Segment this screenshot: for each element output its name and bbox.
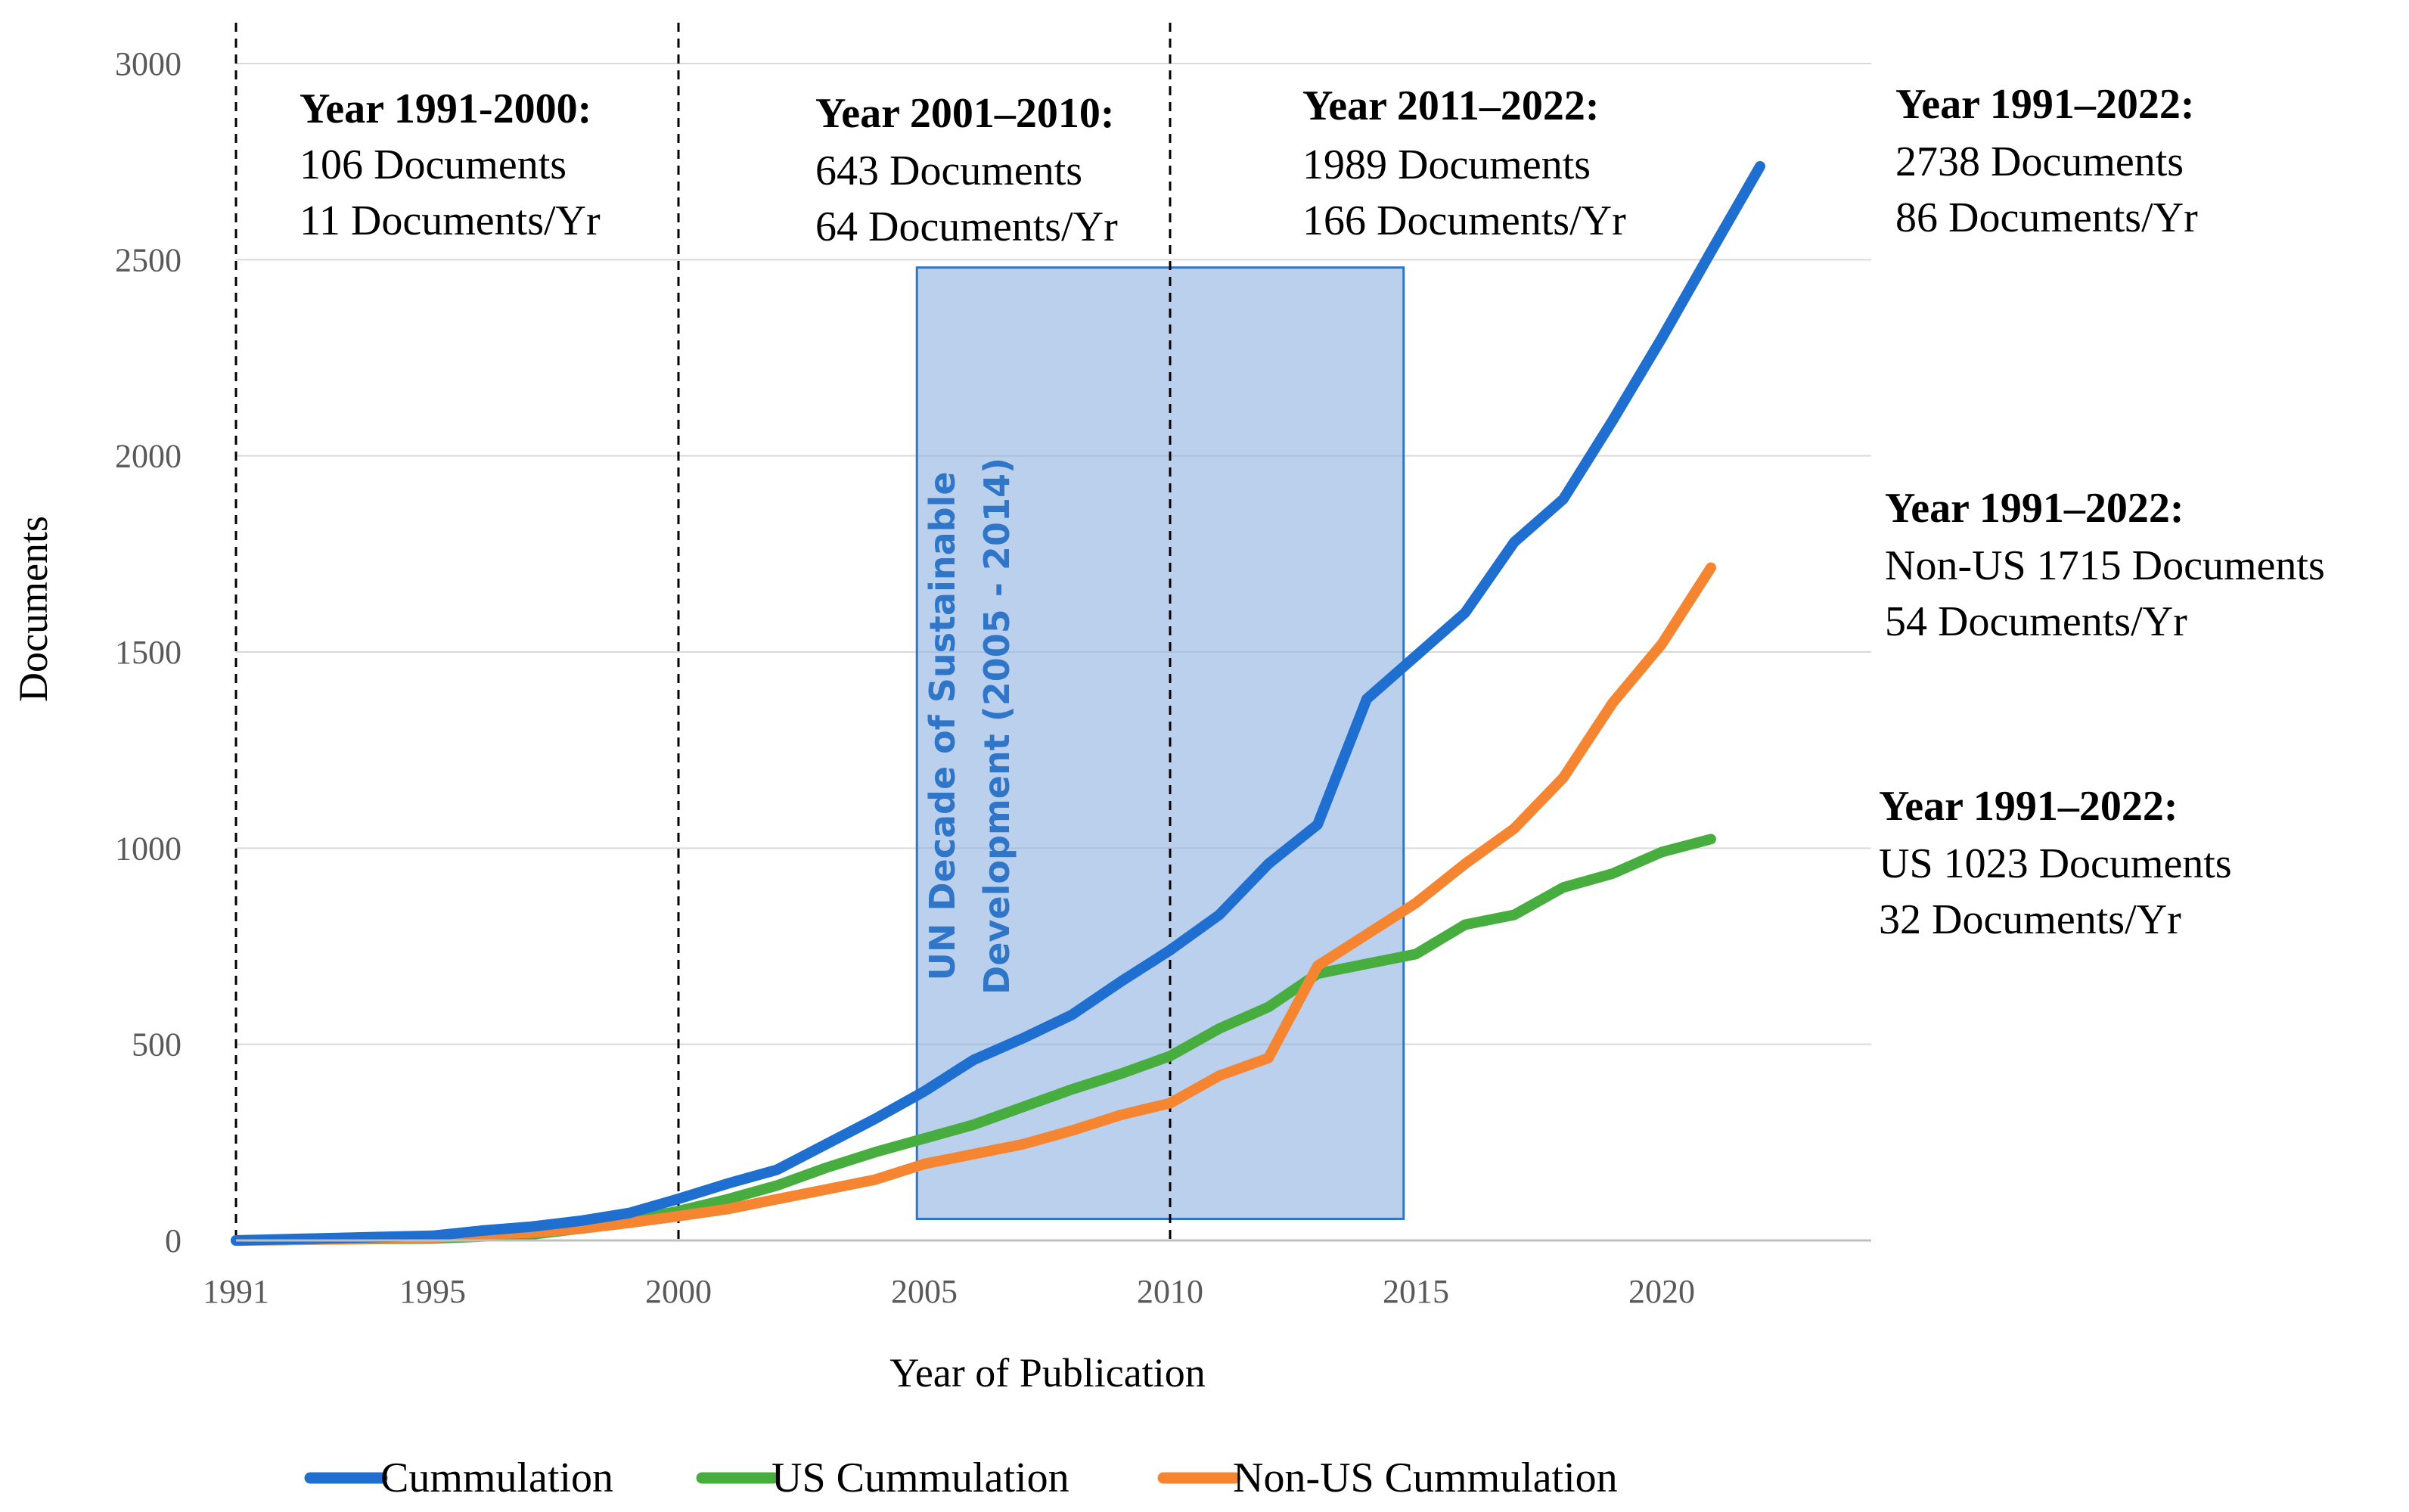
un-decade-label-line2: Development (2005 - 2014) xyxy=(976,458,1017,995)
annotation-1991-2000: Year 1991-2000: 106 Documents 11 Documen… xyxy=(300,85,601,244)
un-decade-label-line1: UN Decade of Sustainable xyxy=(922,471,963,980)
y-tick-label: 3000 xyxy=(115,45,182,82)
annotation-line: 2738 Documents xyxy=(1895,138,2184,185)
y-axis: 0 500 1000 1500 2000 2500 3000 xyxy=(115,45,182,1259)
x-tick-label: 2000 xyxy=(645,1273,712,1310)
legend-label-us-cummulation: US Cummulation xyxy=(771,1455,1069,1501)
series-lines xyxy=(231,160,1765,1246)
legend-label-non-us-cummulation: Non-US Cummulation xyxy=(1233,1455,1618,1501)
y-axis-title: Documents xyxy=(11,516,56,702)
annotation-title: Year 1991-2000: xyxy=(300,85,591,132)
annotation-line: 11 Documents/Yr xyxy=(300,197,601,244)
annotation-line: US 1023 Documents xyxy=(1879,840,2232,887)
x-axis-title: Year of Publication xyxy=(889,1350,1205,1396)
legend-label-cummulation: Cummulation xyxy=(380,1455,613,1501)
annotation-line: 32 Documents/Yr xyxy=(1879,896,2181,943)
legend-item-cummulation: Cummulation xyxy=(304,1455,613,1501)
annotation-line: 643 Documents xyxy=(815,147,1082,194)
annotation-title: Year 1991–2022: xyxy=(1885,485,2184,532)
annotation-2001-2010: Year 2001–2010: 643 Documents 64 Documen… xyxy=(815,90,1118,250)
annotation-line: 106 Documents xyxy=(300,141,567,188)
annotation-2011-2022: Year 2011–2022: 1989 Documents 166 Docum… xyxy=(1302,82,1626,244)
annotation-non-us: Year 1991–2022: Non-US 1715 Documents 54… xyxy=(1885,485,2325,645)
y-tick-label: 0 xyxy=(165,1222,182,1259)
y-tick-label: 2500 xyxy=(115,241,182,278)
annotation-title: Year 1991–2022: xyxy=(1879,783,2178,830)
annotation-us: Year 1991–2022: US 1023 Documents 32 Doc… xyxy=(1879,783,2232,943)
annotation-line: 64 Documents/Yr xyxy=(815,203,1118,250)
y-tick-label: 500 xyxy=(132,1026,182,1063)
legend-item-non-us-cummulation: Non-US Cummulation xyxy=(1157,1455,1618,1501)
x-tick-label: 2010 xyxy=(1137,1273,1203,1310)
annotation-title: Year 2011–2022: xyxy=(1302,82,1600,129)
x-tick-label: 1995 xyxy=(399,1273,466,1310)
annotation-title: Year 2001–2010: xyxy=(815,90,1115,137)
legend: Cummulation US Cummulation Non-US Cummul… xyxy=(304,1455,1618,1501)
annotation-line: 54 Documents/Yr xyxy=(1885,598,2187,645)
y-tick-label: 2000 xyxy=(115,438,182,475)
x-tick-label: 2020 xyxy=(1628,1273,1695,1310)
x-tick-label: 2015 xyxy=(1383,1273,1449,1310)
annotation-line: 166 Documents/Yr xyxy=(1302,197,1626,244)
annotation-total: Year 1991–2022: 2738 Documents 86 Docume… xyxy=(1895,81,2198,241)
annotation-line: 86 Documents/Yr xyxy=(1895,194,2198,241)
annotation-line: 1989 Documents xyxy=(1302,141,1591,188)
x-axis: 1991 1995 2000 2005 2010 2015 2020 xyxy=(203,1239,1871,1310)
series-line-cummulation xyxy=(231,160,1765,1246)
y-tick-label: 1000 xyxy=(115,830,182,867)
x-tick-label: 2005 xyxy=(891,1273,958,1310)
un-decade-label: UN Decade of Sustainable Development (20… xyxy=(922,458,1017,995)
x-tick-label: 1991 xyxy=(203,1273,269,1310)
y-tick-label: 1500 xyxy=(115,634,182,671)
period-dividers xyxy=(234,23,1172,1240)
annotation-title: Year 1991–2022: xyxy=(1895,81,2195,128)
legend-item-us-cummulation: US Cummulation xyxy=(696,1455,1069,1501)
annotation-line: Non-US 1715 Documents xyxy=(1885,542,2325,589)
